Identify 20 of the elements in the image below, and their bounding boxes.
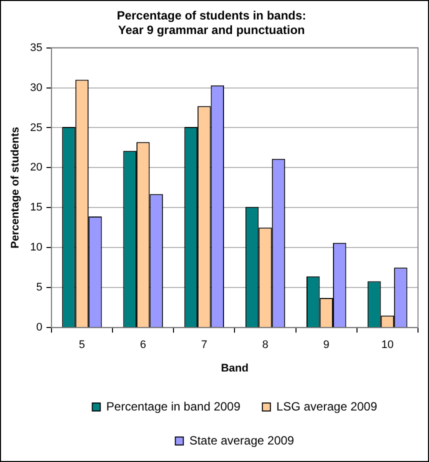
y-tick-label: 25 [30,122,42,134]
x-tick-label: 8 [262,339,268,352]
y-tick-label: 15 [30,202,42,214]
x-tick-label: 5 [78,339,86,352]
y-tick-label: 5 [36,282,42,294]
x-tick-label: 7 [201,339,208,352]
y-tick-label: 0 [36,322,42,334]
x-tick-label: 6 [140,339,146,352]
x-tick-label: 9 [323,339,330,352]
x-axis-title: Band [220,362,248,374]
chart-title: Percentage of students in bands: Year 9 grammar and punctuation [116,8,306,37]
y-tick-label: 35 [30,42,42,54]
legend-label: LSG average 2009 [276,399,378,414]
y-tick-label: 30 [30,82,42,94]
legend-label: Percentage in band 2009 [106,399,241,414]
legend-label: State average 2009 [189,433,294,448]
y-axis-title: Percentage of students [10,126,22,249]
x-tick-label: 10 [381,339,394,352]
y-tick-label: 10 [30,242,42,254]
y-tick-label: 20 [30,162,42,174]
